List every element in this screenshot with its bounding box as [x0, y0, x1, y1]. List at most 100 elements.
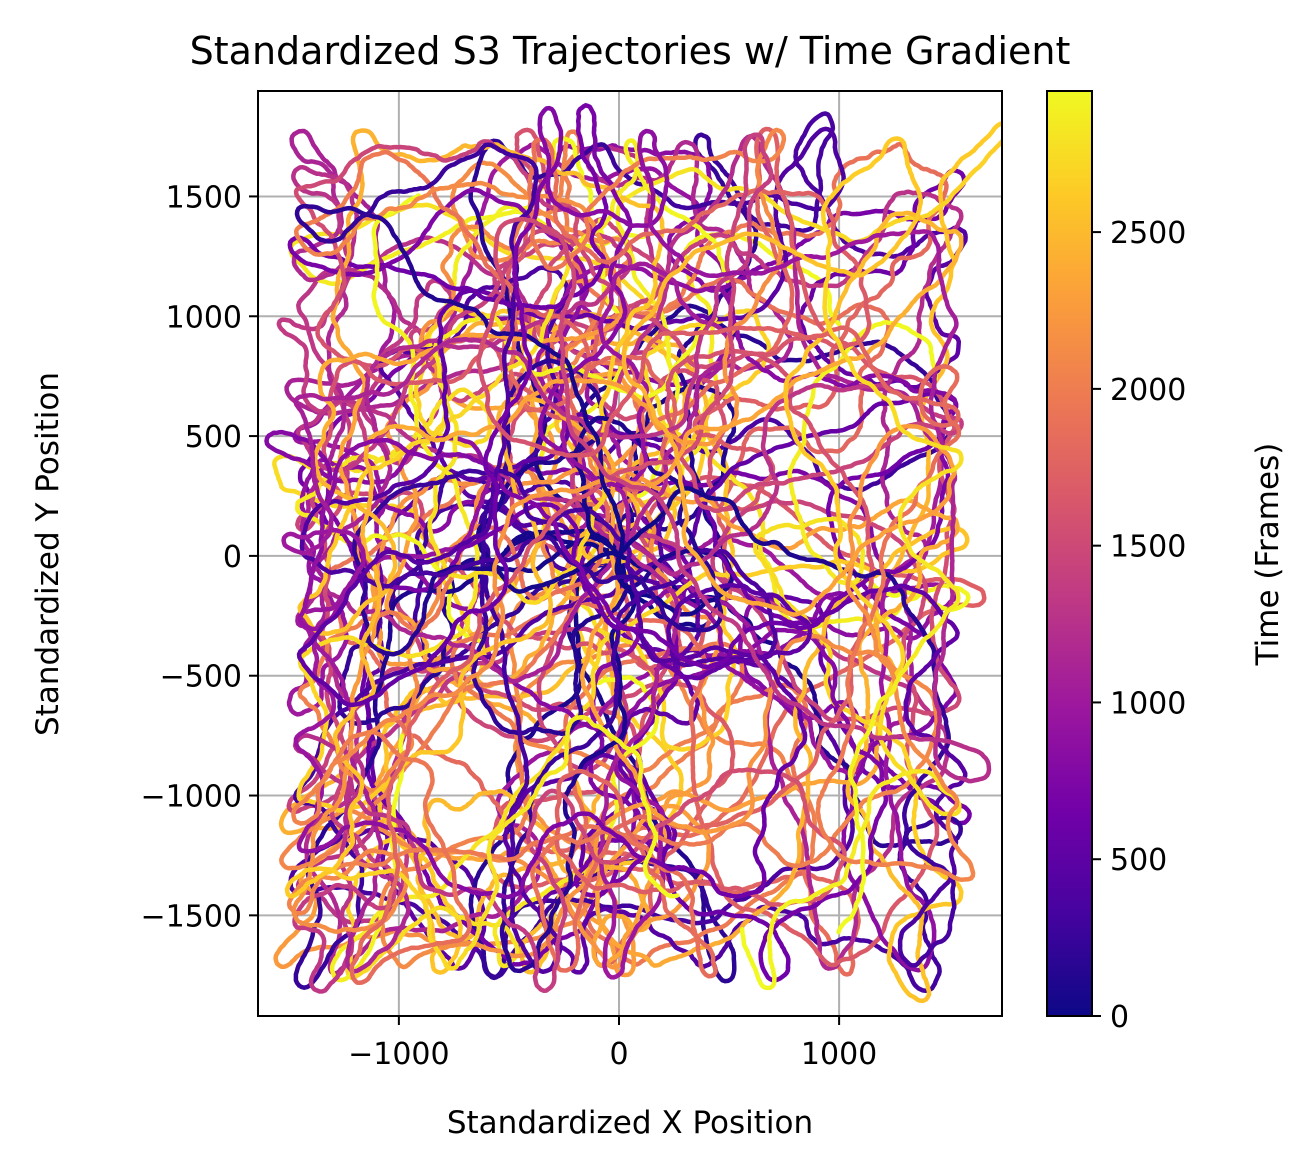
trajectory-segment [532, 570, 554, 633]
trajectory-segment [327, 502, 355, 556]
trajectory-segment [809, 425, 853, 487]
trajectory-segment [528, 153, 562, 226]
trajectory-segment [530, 157, 596, 189]
trajectory-segment [871, 632, 901, 706]
trajectory-segment [591, 596, 647, 644]
y-tick-label: 1000 [166, 300, 242, 335]
trajectory-segment [766, 615, 825, 631]
trajectory-segment [890, 406, 950, 451]
trajectory-segment [363, 442, 375, 507]
trajectory-segment [897, 922, 924, 968]
trajectory-segment [776, 242, 847, 274]
trajectory-segment [492, 365, 532, 435]
trajectory-segment [448, 224, 499, 244]
trajectory-segment [386, 768, 400, 833]
trajectory-segment [496, 146, 539, 201]
trajectory-segment [587, 470, 643, 488]
trajectory-segment [320, 739, 367, 785]
trajectory-segment [634, 472, 669, 527]
trajectory-segment [485, 323, 554, 353]
trajectory-segment [301, 188, 346, 237]
trajectory-segment [906, 640, 951, 690]
trajectory-segment [348, 143, 399, 166]
chart-title: Standardized S3 Trajectories w/ Time Gra… [190, 29, 1071, 73]
trajectory-segment [473, 446, 492, 520]
trajectory-segment [621, 351, 657, 420]
trajectory-segment [492, 932, 520, 969]
trajectory-segment [929, 469, 951, 548]
trajectory-segment [409, 617, 462, 675]
trajectory-segment [407, 450, 469, 462]
trajectory-segment [407, 506, 458, 534]
trajectory-segment [685, 263, 758, 279]
trajectory-segment [885, 791, 911, 854]
trajectory-segment [457, 486, 496, 548]
trajectory-segment [305, 551, 332, 600]
trajectory-segment [424, 292, 490, 329]
trajectory-segment [304, 502, 334, 556]
trajectory-segment [873, 529, 935, 578]
trajectory-segment [570, 201, 597, 258]
trajectory-segment [691, 730, 716, 790]
trajectory-segment [560, 346, 572, 427]
trajectory-segment [291, 902, 351, 934]
trajectory-segment [804, 269, 842, 327]
trajectory-segment [911, 735, 984, 757]
trajectory-segment [414, 427, 472, 443]
trajectory-segment [643, 855, 696, 873]
trajectory-segment [375, 482, 423, 513]
trajectory-segment [684, 195, 737, 231]
trajectory-segment [619, 678, 674, 728]
trajectory-segment [738, 140, 749, 207]
trajectory-segment [831, 149, 880, 192]
trajectory-segment [536, 289, 559, 346]
trajectory-segment [583, 566, 639, 585]
trajectory-segment [630, 162, 666, 209]
trajectory-segment [315, 496, 332, 561]
trajectory-segment [717, 548, 770, 604]
trajectory-segment [325, 205, 394, 233]
trajectory-segment [559, 792, 598, 861]
trajectory-segment [595, 907, 649, 961]
trajectory-segment [769, 192, 831, 212]
trajectory-segment [699, 796, 760, 813]
trajectory-segment [380, 149, 427, 181]
trajectory-segment [590, 675, 650, 696]
trajectory-segment [303, 671, 330, 741]
trajectory-segment [589, 187, 609, 246]
trajectory-segment [396, 186, 446, 211]
trajectory-segment [568, 138, 595, 212]
trajectory-segment [658, 244, 716, 295]
trajectory-segment [291, 128, 340, 180]
trajectory-segment [492, 500, 509, 578]
trajectory-segment [917, 445, 964, 490]
trajectory-segment [634, 575, 675, 625]
trajectory-segment [536, 545, 583, 605]
x-tick-label: −1000 [348, 1037, 449, 1072]
trajectory-segment [354, 437, 413, 455]
trajectory-segment [591, 183, 660, 212]
trajectory-segment [368, 945, 423, 978]
trajectory-segment [317, 357, 343, 402]
trajectory-segment [386, 294, 423, 352]
trajectory-segment [690, 759, 706, 828]
trajectory-segment [889, 873, 925, 941]
trajectory-segment [620, 278, 658, 343]
trajectory-segment [849, 319, 898, 362]
trajectory-segment [530, 218, 576, 278]
trajectory-segment [444, 314, 505, 339]
trajectory-segment [574, 715, 627, 750]
trajectory-segment [689, 196, 722, 265]
trajectory-segment [672, 139, 701, 190]
trajectory-segment [880, 948, 931, 994]
trajectory-segment [442, 897, 463, 961]
colorbar-ticks: 0 500 1000 1500 2000 2500 [1092, 216, 1186, 1035]
trajectory-segment [641, 796, 659, 858]
trajectory-segment [583, 577, 625, 629]
trajectory-segment [468, 165, 484, 232]
trajectory-segment [506, 225, 529, 284]
trajectory-segment [598, 337, 626, 412]
trajectory-segment [375, 308, 417, 367]
trajectory-segment [318, 200, 379, 244]
trajectory-segment [528, 937, 557, 993]
